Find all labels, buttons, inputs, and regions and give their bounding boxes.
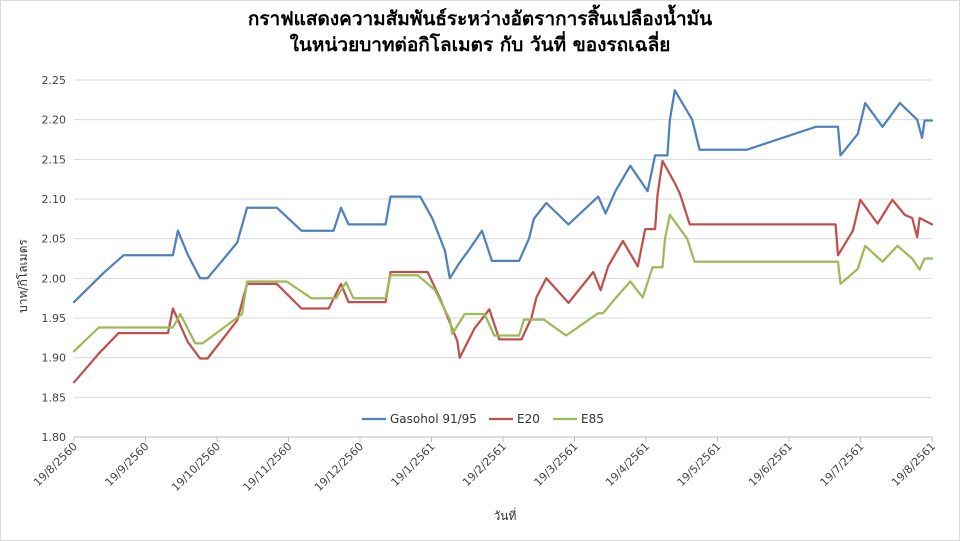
y-tick-label: 2.00 (42, 272, 67, 285)
y-tick-label: 2.10 (42, 193, 67, 206)
legend-label-1: Gasohol 91/95 (390, 412, 477, 426)
x-tick-label: 19/8/2561 (889, 440, 938, 489)
y-axis-ticks: 1.80 1.85 1.90 1.95 2.00 2.05 2.10 2.15 2.20 2.25 (42, 74, 67, 444)
x-tick-label: 19/1/2561 (389, 440, 438, 489)
y-tick-label: 1.85 (42, 391, 67, 404)
x-tick-label: 19/9/2560 (103, 440, 152, 489)
y-axis-label: บาท/กิโลเมตร (16, 239, 30, 313)
x-tick-label: 19/2/2561 (460, 440, 509, 489)
legend-label-3: E85 (581, 412, 604, 426)
legend: Gasohol 91/95 E20 E85 (362, 412, 604, 426)
y-tick-label: 1.95 (42, 312, 67, 325)
x-tick-label: 19/3/2561 (532, 440, 581, 489)
x-axis-ticks: 19/8/2560 19/9/2560 19/10/2560 19/11/2560 19… (31, 437, 938, 494)
y-tick-label: 2.20 (42, 114, 67, 127)
y-tick-label: 2.15 (42, 153, 67, 166)
y-tick-label: 2.05 (42, 233, 67, 246)
x-tick-label: 19/5/2561 (675, 440, 724, 489)
series-line-3 (72, 213, 934, 353)
x-tick-label: 19/11/2560 (241, 440, 295, 494)
series-line-2 (72, 159, 934, 384)
chart-title-line-2: ในหน่วยบาทต่อกิโลเมตร กับ วันที่ ของรถเฉ… (289, 34, 671, 56)
chart-title-line-1: กราฟแสดงความสัมพันธ์ระหว่างอัตราการสิ้นเ… (247, 8, 713, 30)
x-tick-label: 19/8/2560 (31, 440, 80, 489)
gridlines (74, 79, 932, 438)
y-tick-label: 1.80 (42, 431, 67, 444)
y-tick-label: 1.90 (42, 352, 67, 365)
chart-title: กราฟแสดงความสัมพันธ์ระหว่างอัตราการสิ้นเ… (0, 6, 960, 58)
series-line-1 (72, 89, 934, 304)
x-tick-label: 19/4/2561 (603, 440, 652, 489)
x-tick-label: 19/10/2560 (169, 440, 223, 494)
y-tick-label: 2.25 (42, 74, 67, 87)
x-axis-label: วันที่ (494, 507, 517, 523)
x-tick-label: 19/12/2560 (312, 440, 366, 494)
legend-label-2: E20 (517, 412, 540, 426)
x-tick-label: 19/6/2561 (746, 440, 795, 489)
x-tick-label: 19/7/2561 (818, 440, 867, 489)
series-lines (72, 89, 934, 384)
